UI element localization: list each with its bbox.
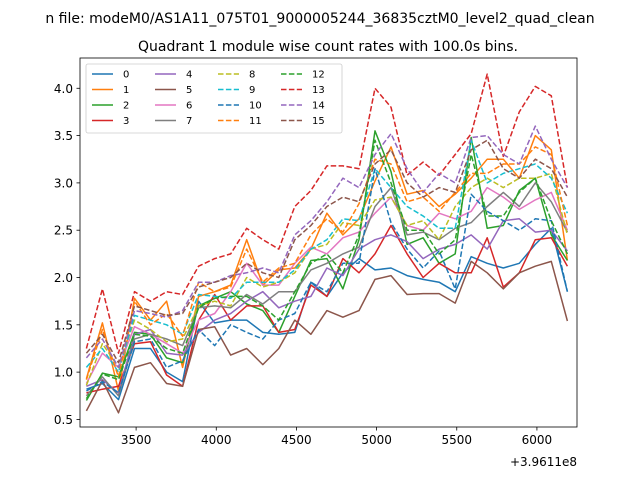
series-line-14: [85, 125, 569, 369]
figure-suptitle: n file: modeM0/AS1A11_075T01_9000005244_…: [45, 11, 594, 27]
legend-label-15: 15: [312, 116, 325, 127]
series-line-1: [85, 134, 569, 392]
legend-label-14: 14: [312, 101, 325, 112]
series-line-7: [85, 182, 569, 397]
series-line-9: [85, 139, 569, 373]
legend-label-8: 8: [249, 70, 255, 81]
y-tick-label: 3.5: [54, 129, 73, 143]
x-tick-label: 4500: [281, 433, 312, 447]
series-line-15: [85, 139, 569, 364]
series-line-4: [86, 218, 568, 394]
legend-label-2: 2: [123, 101, 129, 112]
x-tick-label: 3500: [121, 433, 152, 447]
axes: 3500 4000 4500 5000 5500 6000 0.5 1.0 1.5 2.0 2.5 3…: [54, 57, 578, 447]
axes-frame: [79, 57, 578, 428]
series-line-6: [85, 186, 569, 384]
y-tick-label: 1.5: [54, 318, 73, 332]
legend-label-9: 9: [249, 85, 255, 96]
x-tick-label: 5000: [361, 433, 392, 447]
series-line-10: [86, 167, 569, 394]
plot-area: [85, 73, 569, 414]
series-line-5: [85, 260, 569, 414]
y-tick-label: 2.0: [54, 271, 73, 285]
series-line-2: [85, 130, 569, 401]
legend-frame: [85, 63, 343, 134]
x-offset-label: +3.9611e8: [510, 455, 577, 469]
legend-label-1: 1: [123, 85, 129, 96]
legend-label-3: 3: [123, 116, 129, 127]
legend-label-6: 6: [186, 101, 192, 112]
y-tick-label: 2.5: [54, 224, 73, 238]
chart-title: Quadrant 1 module wise count rates with …: [138, 39, 518, 55]
y-tick-label: 0.5: [54, 413, 73, 427]
y-tick-label: 3.0: [54, 176, 73, 190]
legend-label-12: 12: [312, 70, 325, 81]
series-line-13: [85, 73, 569, 354]
series-line-8: [85, 172, 569, 386]
legend-label-13: 13: [312, 85, 325, 96]
x-tick-label: 5500: [441, 433, 472, 447]
legend-label-5: 5: [186, 85, 192, 96]
legend-label-7: 7: [186, 116, 192, 127]
series-line-12: [85, 139, 569, 400]
legend-label-4: 4: [186, 70, 192, 81]
legend-label-10: 10: [249, 101, 262, 112]
y-tick-label: 1.0: [54, 366, 73, 380]
x-tick-label: 6000: [522, 433, 553, 447]
y-tick-label: 4.0: [54, 82, 73, 96]
series-line-3: [86, 224, 569, 394]
x-tick-label: 4000: [201, 433, 232, 447]
legend-label-11: 11: [249, 116, 262, 127]
legend-label-0: 0: [123, 70, 129, 81]
